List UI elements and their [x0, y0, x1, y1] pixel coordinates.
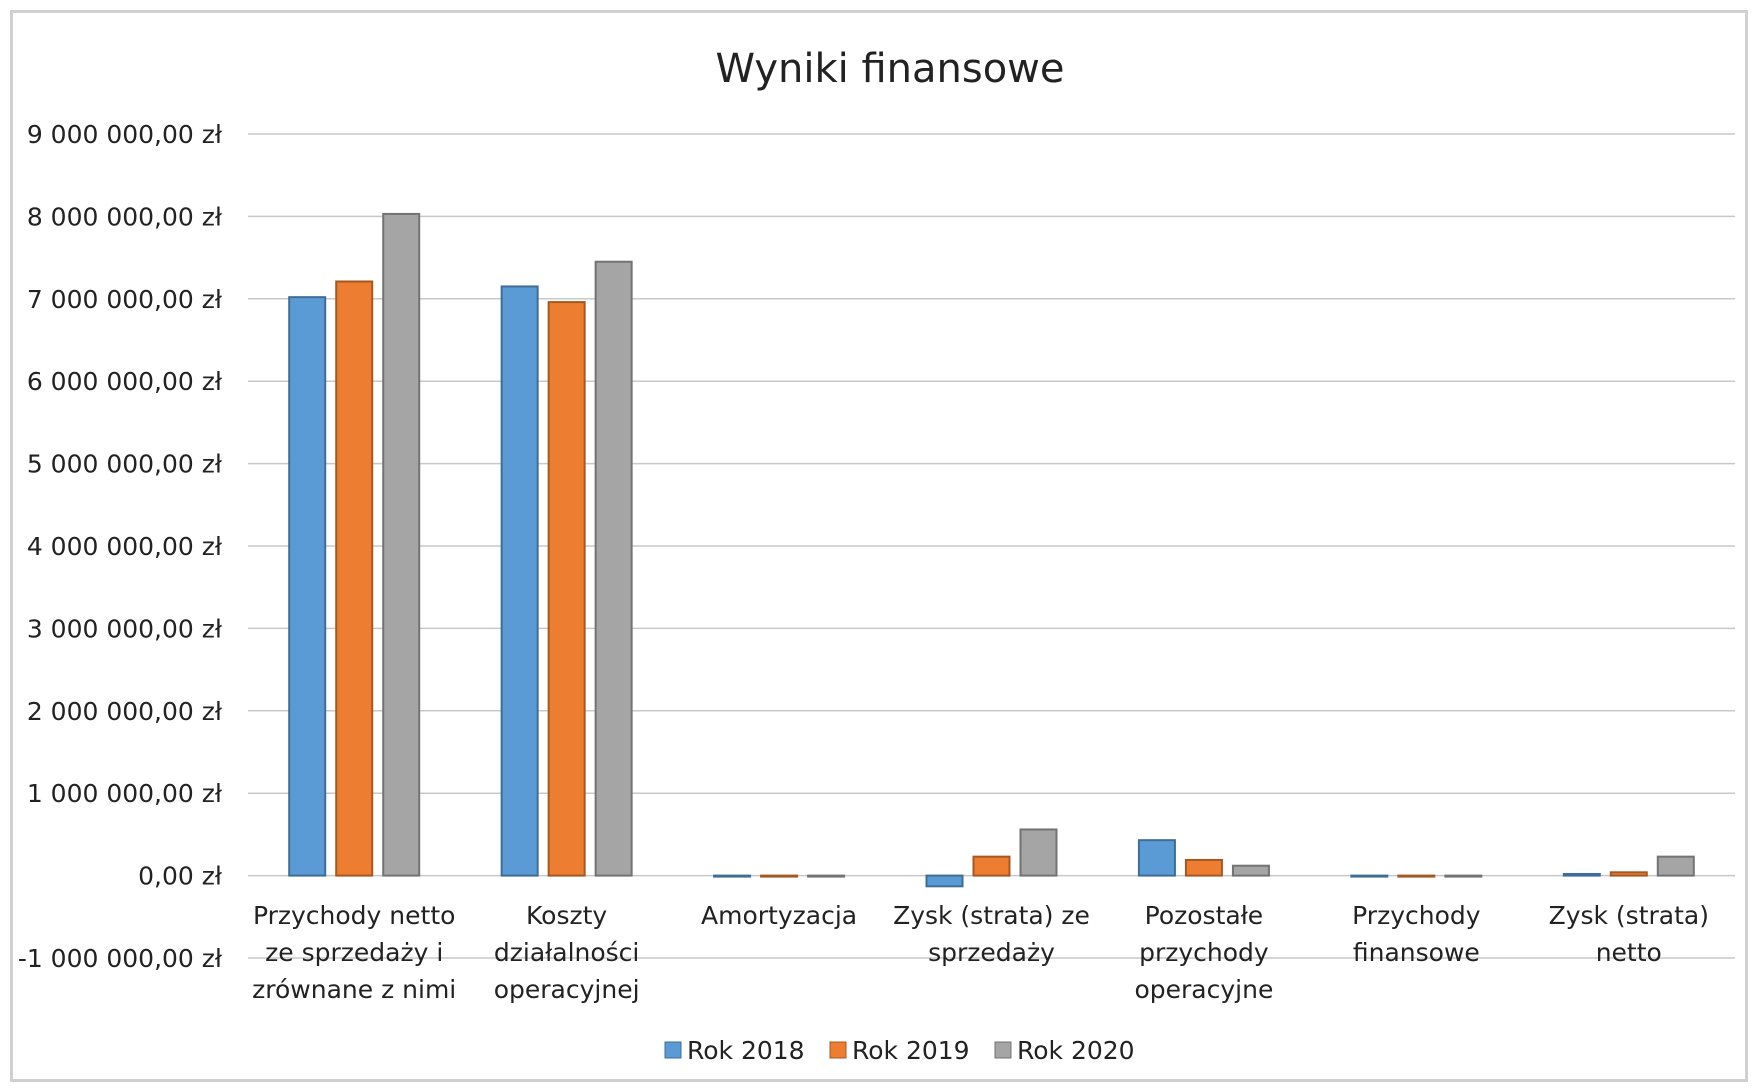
x-tick-label: zrównane z nimi [252, 975, 456, 1004]
bar [335, 280, 374, 877]
bar [972, 855, 1011, 877]
y-tick-label: 3 000 000,00 zł [27, 614, 223, 643]
x-tick-label: netto [1596, 938, 1662, 967]
x-tick-label: Amortyzacja [701, 901, 857, 930]
bar [382, 212, 421, 877]
bar [1609, 871, 1648, 877]
chart-title: Wyniki finansowe [715, 46, 1064, 92]
x-tick-label: przychody [1139, 938, 1269, 967]
bar [1562, 872, 1601, 877]
y-tick-label: 1 000 000,00 zł [27, 779, 223, 808]
bar [925, 874, 964, 888]
x-tick-label: ze sprzedaży i [265, 938, 443, 967]
bar [1184, 858, 1223, 877]
x-tick-label: Pozostałe [1145, 901, 1264, 930]
bar [807, 874, 846, 878]
x-tick-label: finansowe [1353, 938, 1480, 967]
legend-swatch [829, 1041, 847, 1059]
legend-label: Rok 2018 [687, 1036, 805, 1065]
x-tick-label: działalności [494, 938, 639, 967]
y-tick-label: 2 000 000,00 zł [27, 697, 223, 726]
y-tick-label: 8 000 000,00 zł [27, 202, 223, 231]
y-tick-label: 6 000 000,00 zł [27, 367, 223, 396]
bar [1137, 839, 1176, 877]
bar [713, 874, 752, 878]
legend-label: Rok 2019 [852, 1036, 970, 1065]
bar [1656, 855, 1695, 877]
x-tick-label: Przychody [1352, 901, 1481, 930]
bar [1350, 874, 1389, 878]
y-tick-label: 7 000 000,00 zł [27, 285, 223, 314]
bar [288, 296, 327, 877]
bar [1397, 874, 1436, 878]
x-tick-label: Przychody netto [253, 901, 455, 930]
x-axis-labels: Przychody netto ze sprzedaży i zrównane z … [252, 901, 1709, 1004]
bar [594, 260, 633, 877]
bar [760, 874, 799, 878]
y-tick-label: 5 000 000,00 zł [27, 450, 223, 479]
x-tick-label: operacyjnej [494, 975, 640, 1004]
bar [547, 301, 586, 877]
x-tick-label: sprzedaży [928, 938, 1055, 967]
x-tick-label: Koszty [526, 901, 607, 930]
bar [1019, 828, 1058, 877]
legend: Rok 2018 Rok 2019 Rok 2020 [664, 1036, 1135, 1065]
legend-swatch [994, 1041, 1012, 1059]
y-tick-label: -1 000 000,00 zł [18, 944, 223, 973]
bar [1231, 864, 1270, 877]
legend-swatch [664, 1041, 682, 1059]
y-tick-label: 4 000 000,00 zł [27, 532, 223, 561]
y-tick-label: 0,00 zł [138, 862, 223, 891]
y-axis-labels: 9 000 000,00 zł 8 000 000,00 zł 7 000 000,… [18, 120, 223, 973]
gridlines [248, 133, 1735, 959]
bar [1444, 874, 1483, 878]
y-tick-label: 9 000 000,00 zł [27, 120, 223, 149]
bars [288, 212, 1695, 888]
x-tick-label: operacyjne [1134, 975, 1273, 1004]
x-tick-label: Zysk (strata) ze [893, 901, 1090, 930]
bar [500, 285, 539, 877]
x-tick-label: Zysk (strata) [1549, 901, 1709, 930]
legend-label: Rok 2020 [1017, 1036, 1135, 1065]
